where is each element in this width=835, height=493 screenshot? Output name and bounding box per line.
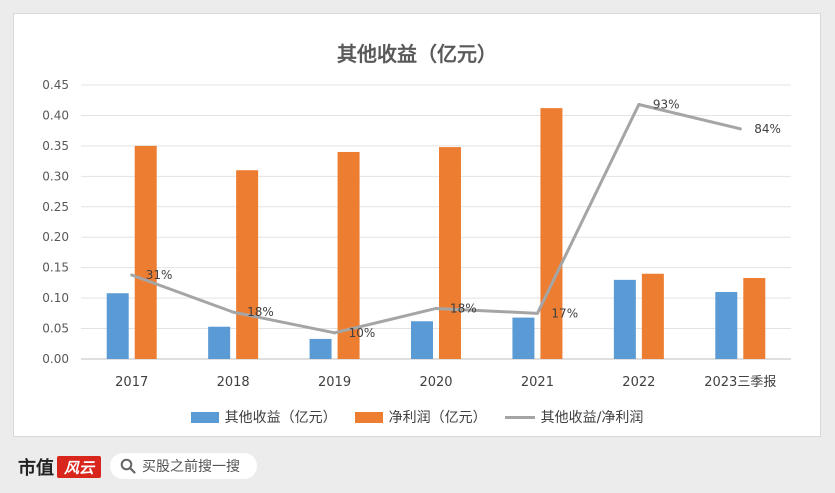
x-tick-label: 2020	[419, 375, 452, 390]
legend-label-other-income: 其他收益（亿元）	[224, 410, 337, 426]
search-icon	[120, 458, 136, 474]
data-label-ratio: 93%	[653, 97, 680, 111]
search-placeholder: 买股之前搜一搜	[142, 459, 240, 475]
bar-other-income	[613, 279, 636, 359]
y-tick-label: 0.15	[42, 261, 69, 275]
legend-item-ratio: 其他收益/净利润	[504, 407, 644, 427]
data-label-ratio: 18%	[247, 305, 274, 319]
y-tick-label: 0.05	[42, 322, 69, 336]
bar-other-income	[715, 292, 738, 359]
legend-swatch-other-income	[190, 411, 219, 423]
bar-other-income	[208, 326, 231, 359]
combo-chart: 0.00 0.05 0.10 0.15 0.20 0.25 0.30 0.35 0.40 0.45…	[42, 78, 791, 390]
bar-net-profit	[439, 147, 461, 359]
legend-item-other-income: 其他收益（亿元）	[190, 407, 337, 427]
bar-net-profit	[236, 170, 259, 359]
y-tick-label: 0.35	[42, 139, 69, 153]
search-box[interactable]: 买股之前搜一搜	[110, 453, 257, 479]
brand-logo[interactable]: 市值 风云	[18, 454, 101, 480]
x-tick-label: 2017	[115, 375, 148, 390]
line-point	[434, 306, 438, 310]
footer-bar: 市值 风云 买股之前搜一搜	[0, 443, 835, 493]
x-tick-label: 2022	[622, 375, 655, 390]
legend-label-ratio: 其他收益/净利润	[540, 410, 644, 426]
bar-net-profit	[540, 108, 563, 359]
line-point	[535, 311, 539, 315]
legend-swatch-ratio	[504, 415, 535, 419]
legend-label-net-profit: 净利润（亿元）	[388, 410, 487, 426]
brand-text: 市值	[18, 458, 54, 479]
line-point	[231, 310, 235, 314]
bar-net-profit	[641, 273, 664, 359]
bar-other-income	[309, 338, 332, 359]
y-tick-label: 0.25	[42, 200, 69, 214]
legend-swatch-net-profit	[354, 411, 383, 423]
y-tick-label: 0.10	[42, 291, 69, 305]
bar-net-profit	[337, 151, 360, 359]
bar-other-income	[512, 317, 535, 359]
x-tick-label: 2021	[521, 375, 554, 390]
bar-net-profit	[134, 145, 157, 359]
line-point	[130, 273, 134, 277]
bar-other-income	[106, 293, 129, 359]
data-label-ratio: 18%	[450, 301, 477, 315]
y-tick-label: 0.40	[42, 108, 69, 122]
y-tick-label: 0.45	[42, 78, 69, 92]
data-label-ratio: 31%	[146, 268, 173, 282]
line-point	[637, 102, 641, 106]
brand-mark: 风云	[57, 456, 101, 478]
chart-title: 其他收益（亿元）	[337, 42, 497, 66]
y-tick-label: 0.30	[42, 169, 69, 183]
legend-item-net-profit: 净利润（亿元）	[354, 407, 487, 427]
x-tick-label: 2023三季报	[704, 375, 776, 390]
bar-net-profit	[743, 278, 766, 359]
line-point	[738, 127, 742, 131]
chart-card: 其他收益（亿元） 0.00 0.05 0.10 0.15 0.20 0.25 0.30 0.3…	[13, 13, 821, 437]
bar-other-income	[411, 321, 433, 359]
data-label-ratio: 17%	[551, 306, 578, 320]
x-tick-label: 2018	[217, 375, 250, 390]
x-tick-label: 2019	[318, 375, 351, 390]
line-point	[333, 331, 337, 335]
y-tick-label: 0.20	[42, 230, 69, 244]
data-label-ratio: 84%	[754, 122, 781, 136]
legend: 其他收益（亿元） 净利润（亿元） 其他收益/净利润	[14, 407, 820, 427]
y-tick-label: 0.00	[42, 352, 69, 366]
data-label-ratio: 10%	[349, 326, 376, 340]
